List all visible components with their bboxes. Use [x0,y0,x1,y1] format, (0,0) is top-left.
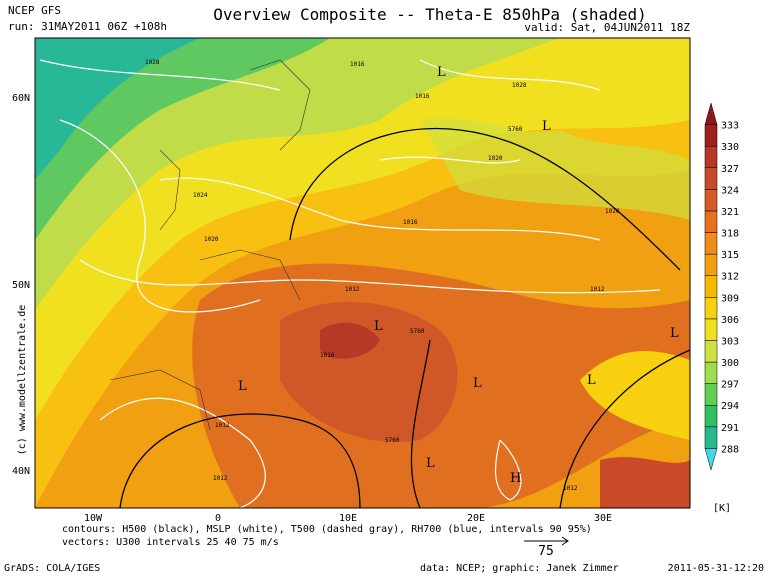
lat-labels: 60N 50N 40N [12,93,30,477]
colorbar-label: 318 [721,229,739,240]
colorbar-label: 312 [721,272,739,283]
map-frame [34,37,691,509]
colorbar-box [704,232,718,255]
colorbar-label: 303 [721,336,739,347]
pressure-label: 1028 [145,59,160,66]
colorbar-box [704,124,718,147]
pressure-label: 1020 [488,155,503,162]
lon-label: 0 [215,513,221,524]
lat-label: 50N [12,280,30,291]
pressure-label: 1028 [512,82,527,89]
colorbar-box [704,297,718,320]
colorbar-label: 321 [721,207,739,218]
colorbar-end [704,102,718,125]
pressure-label: 1020 [204,236,219,243]
colorbar-label: 309 [721,293,739,304]
low: L [542,119,551,134]
colorbar-box [704,167,718,190]
colorbar-label: 294 [721,401,739,412]
pressure-label: 1024 [193,192,208,199]
low: L [670,326,679,341]
low: L [473,376,482,391]
colorbar-label: 297 [721,380,739,391]
lat-label: 60N [12,93,30,104]
colorbar-box [704,189,718,212]
pressure-systems: L L L L L L L L H [238,65,679,486]
lon-label: 30E [594,513,612,524]
colorbar-unit: [K] [713,503,731,514]
colorbar-box [704,318,718,341]
colorbar-box [704,145,718,169]
colorbar-label: 291 [721,423,739,434]
copyright: (c) www.modellzentrale.de [17,305,28,456]
pressure-label: 1012 [345,286,360,293]
height-label: 5760 [410,328,425,335]
pressure-label: 1012 [213,475,228,482]
colorbar-box [704,275,718,298]
height-labels: 5760 5760 5760 [385,126,523,444]
lat-label: 40N [12,466,30,477]
low: L [426,456,435,471]
pressure-label: 1016 [350,61,365,68]
colorbar-label: 300 [721,358,739,369]
valid: valid: Sat, 04JUN2011 18Z [524,21,690,34]
run: run: 31MAY2011 06Z +108h [8,20,167,33]
colorbar-label: 327 [721,164,739,175]
lon-label: 10W [84,513,103,524]
timestamp: 2011-05-31-12:20 [668,563,764,574]
pressure-label: 1012 [215,422,230,429]
grads: GrADS: COLA/IGES [4,563,100,574]
colorbar-box [704,426,718,449]
high: H [510,471,521,486]
pressure-label: 1016 [320,352,335,359]
colorbar-end [704,448,718,471]
pressure-label: 1020 [605,208,620,215]
colorbar-box [704,210,718,233]
colorbar-label: 333 [721,121,739,132]
pressure-label: 1012 [590,286,605,293]
pressure-label: 1012 [563,485,578,492]
colorbar-box [704,253,718,276]
contours-note: contours: H500 (black), MSLP (white), T5… [62,524,592,535]
low: L [437,65,446,80]
vectors-note: vectors: U300 intervals 25 40 75 m/s [62,537,279,548]
credit: data: NCEP; graphic: Janek Zimmer [420,563,619,574]
lon-label: 20E [467,513,485,524]
colorbar-label: 324 [721,185,739,196]
low: L [374,319,383,334]
map [35,38,690,508]
colorbar-label: 330 [721,142,739,153]
colorbar-label: 288 [721,444,739,455]
colorbar-box [704,383,718,406]
pressure-labels: 1028 1016 1016 1028 1024 1020 1020 1016 … [145,59,620,492]
pressure-label: 1016 [403,219,418,226]
height-label: 5760 [385,437,400,444]
vector-scale-label: 75 [538,544,554,559]
colorbar-label: 315 [721,250,739,261]
vector-scale: 75 [524,536,569,559]
title: Overview Composite -- Theta-E 850hPa (sh… [213,5,646,24]
colorbar-label: 306 [721,315,739,326]
lon-labels: 10W 0 10E 20E 30E [84,513,612,524]
colorbar-box [704,340,718,363]
pressure-label: 1016 [415,93,430,100]
source: NCEP GFS [8,4,61,17]
height-label: 5760 [508,126,523,133]
low: L [587,373,596,388]
colorbar-box [704,361,718,384]
colorbar: 288 291 294 297 300 303 306 309 312 315 318 321 324 3… [704,102,739,471]
lon-label: 10E [339,513,357,524]
low: L [238,379,247,394]
colorbar-box [704,404,718,428]
